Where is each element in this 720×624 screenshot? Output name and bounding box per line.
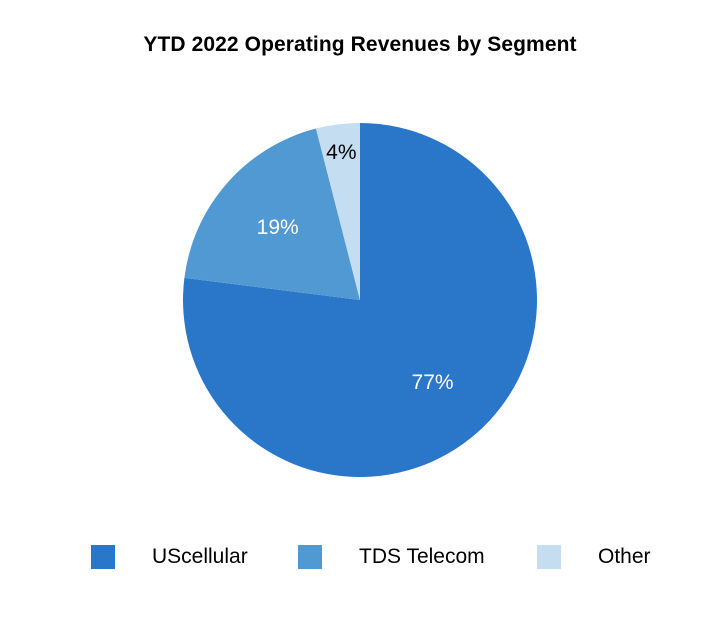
legend-label-uscellular: UScellular: [152, 545, 248, 568]
chart-legend: UScellular TDS Telecom Other: [0, 540, 720, 574]
legend-swatch-uscellular: [91, 545, 115, 569]
pie-label-other: 4%: [326, 141, 356, 164]
pie-label-tds-telecom: 19%: [257, 216, 299, 239]
legend-swatch-tds-telecom: [298, 545, 322, 569]
pie-label-uscellular: 77%: [412, 371, 454, 394]
legend-label-other: Other: [598, 545, 651, 568]
pie-slice-other: [315, 123, 360, 300]
legend-swatch-other: [537, 545, 561, 569]
legend-item-tds-telecom: TDS Telecom: [298, 540, 485, 574]
pie-slice-tds-telecom: [184, 128, 360, 300]
legend-item-other: Other: [537, 540, 651, 574]
legend-label-tds-telecom: TDS Telecom: [359, 545, 485, 568]
legend-item-uscellular: UScellular: [91, 540, 248, 574]
chart-title: YTD 2022 Operating Revenues by Segment: [143, 33, 577, 56]
